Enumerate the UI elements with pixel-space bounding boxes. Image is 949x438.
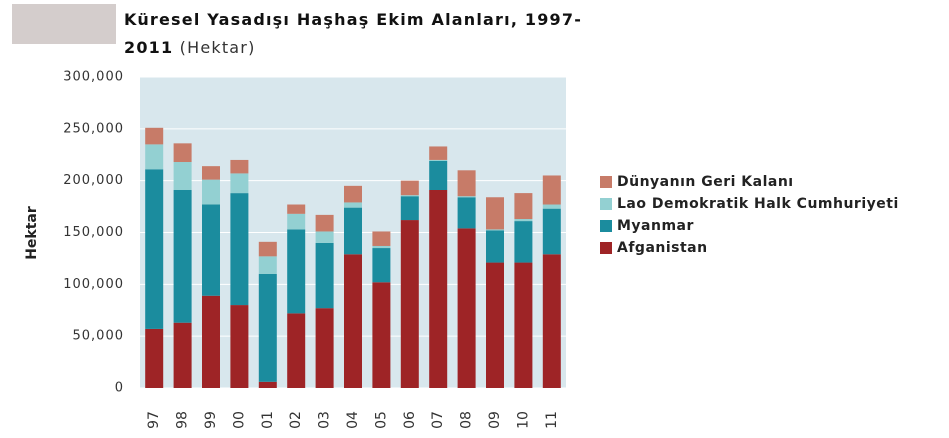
- legend-swatch: [600, 198, 612, 210]
- chart-title: Küresel Yasadışı Haşhaş Ekim Alanları, 1…: [124, 10, 583, 57]
- y-axis-label: Hektar: [24, 206, 40, 260]
- bar-segment: [486, 197, 504, 230]
- bar-segment: [372, 231, 391, 246]
- bar-segment: [542, 208, 561, 255]
- bar-segment: [542, 204, 561, 209]
- bar-segment: [202, 204, 220, 296]
- x-tick-label: 10: [515, 411, 531, 429]
- y-tick-label: 150,000: [63, 225, 124, 240]
- bar-segment: [315, 231, 334, 243]
- legend-swatch: [600, 220, 612, 232]
- bar-segment: [287, 204, 306, 214]
- x-tick-label: 98: [175, 411, 191, 429]
- bar-segment: [372, 282, 391, 388]
- bar-segment: [230, 305, 249, 388]
- title-box: [12, 4, 116, 44]
- bar-segment: [258, 273, 277, 382]
- bar-segment: [202, 295, 220, 388]
- legend-swatch: [600, 242, 612, 254]
- bar-segment: [202, 166, 220, 180]
- bar-segment: [372, 245, 391, 249]
- y-tick-label: 100,000: [63, 277, 124, 292]
- bar-segment: [315, 214, 334, 232]
- bar-segment: [258, 381, 277, 388]
- bar-segment: [514, 262, 533, 388]
- bar-segment: [287, 229, 306, 314]
- bar-segment: [315, 308, 334, 388]
- bar-segment: [514, 219, 533, 222]
- x-tick-label: 01: [260, 411, 276, 429]
- bar-segment: [372, 248, 391, 283]
- bar-segment: [400, 180, 419, 196]
- bar-segment: [486, 262, 504, 388]
- bar-segment: [173, 322, 192, 388]
- bar-segment: [486, 230, 504, 263]
- bar-segment: [457, 197, 476, 229]
- bar-segment: [344, 207, 362, 255]
- bar-segment: [514, 221, 533, 263]
- bar-segment: [145, 169, 164, 329]
- y-tick-label: 200,000: [63, 173, 124, 188]
- chart-title-block: Küresel Yasadışı Haşhaş Ekim Alanları, 1…: [124, 6, 599, 62]
- bar-segment: [230, 159, 249, 174]
- x-tick-label: 11: [544, 411, 560, 429]
- legend-label: Dünyanın Geri Kalanı: [617, 174, 794, 190]
- bar-segment: [400, 195, 419, 197]
- x-tick-label: 09: [487, 411, 503, 429]
- bar-segment: [457, 228, 476, 388]
- bar-segment: [344, 254, 362, 388]
- bar-segment: [486, 229, 504, 231]
- x-tick-label: 00: [231, 411, 247, 429]
- bar-segment: [202, 179, 220, 205]
- x-tick-label: 99: [203, 411, 219, 429]
- bar-segment: [514, 193, 533, 220]
- bar-segment: [145, 328, 164, 388]
- y-tick-label: 50,000: [73, 329, 125, 344]
- bar-segment: [429, 160, 448, 190]
- y-tick-label: 250,000: [63, 121, 124, 136]
- x-tick-label: 97: [146, 411, 162, 429]
- bar-segment: [258, 241, 277, 257]
- bar-segment: [315, 242, 334, 309]
- bar-segment: [457, 170, 476, 197]
- x-tick-label: 03: [317, 411, 333, 429]
- x-tick-label: 02: [288, 411, 304, 429]
- bar-segment: [145, 144, 164, 170]
- x-tick-label: 06: [402, 411, 418, 429]
- bar-segment: [429, 189, 448, 388]
- bar-segment: [145, 127, 164, 145]
- chart-subtitle: (Hektar): [179, 38, 256, 57]
- bar-segment: [344, 202, 362, 208]
- y-tick-label: 300,000: [63, 70, 124, 85]
- bar-segment: [400, 220, 419, 388]
- bar-segment: [542, 254, 561, 388]
- bar-segment: [173, 143, 192, 163]
- bar-segment: [173, 162, 192, 190]
- bar-segment: [457, 196, 476, 198]
- bar-segment: [429, 146, 448, 160]
- y-tick-label: 0: [115, 381, 124, 396]
- bar-segment: [230, 193, 249, 306]
- bar-segment: [287, 313, 306, 388]
- bar-segment: [173, 189, 192, 323]
- bar-segment: [258, 256, 277, 274]
- x-tick-label: 08: [459, 411, 475, 429]
- legend-label: Myanmar: [617, 218, 694, 234]
- bar-segment: [429, 159, 448, 161]
- legend-label: Afganistan: [617, 240, 708, 256]
- bar-segment: [230, 173, 249, 194]
- bar-segment: [542, 175, 561, 205]
- x-tick-label: 04: [345, 411, 361, 429]
- x-tick-label: 05: [373, 411, 389, 429]
- bar-segment: [344, 185, 362, 203]
- legend-label: Lao Demokratik Halk Cumhuriyeti: [617, 196, 899, 212]
- x-tick-label: 07: [430, 411, 446, 429]
- legend-swatch: [600, 176, 612, 188]
- bar-segment: [400, 196, 419, 221]
- bar-segment: [287, 213, 306, 230]
